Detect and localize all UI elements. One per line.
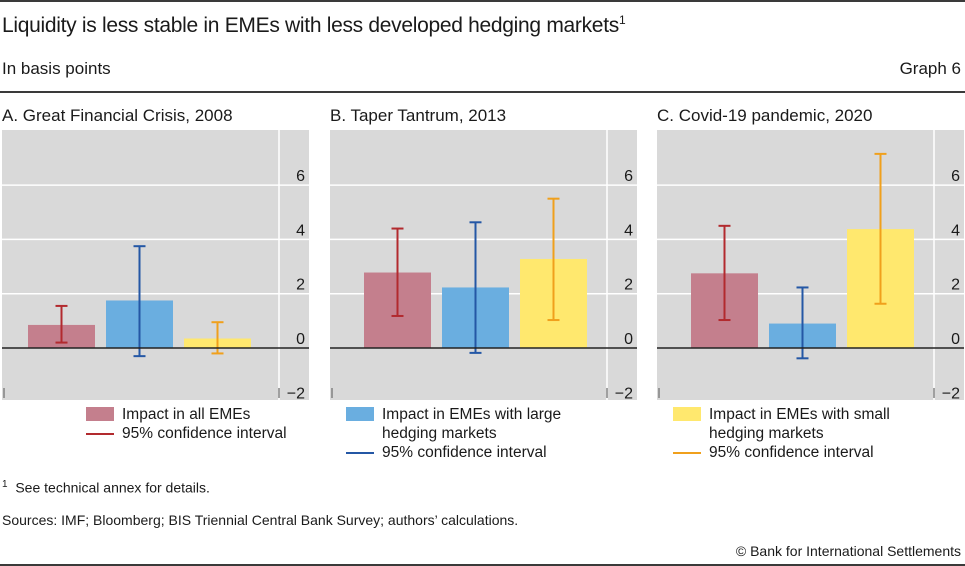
chart-title: Liquidity is less stable in EMEs with le… [2, 13, 626, 37]
legend-large-hedging: Impact in EMEs with large hedging market… [346, 405, 606, 462]
y-tick-label: 6 [951, 168, 960, 185]
swatch-icon [346, 407, 374, 421]
y-tick-label: 0 [624, 331, 633, 348]
y-tick-label: 0 [296, 331, 305, 348]
y-tick-label: 0 [951, 331, 960, 348]
panel-c-title: C. Covid-19 pandemic, 2020 [657, 106, 873, 125]
line-icon [86, 433, 114, 435]
legend-item-ci: 95% confidence interval [673, 443, 933, 462]
top-rule [0, 0, 965, 2]
y-tick-label: −2 [287, 385, 305, 402]
panel-b-chart: 6 4 2 0 −2 [330, 130, 637, 402]
y-tick-label: 2 [951, 277, 960, 294]
y-tick-label: 2 [624, 277, 633, 294]
panel-b-title: B. Taper Tantrum, 2013 [330, 106, 507, 125]
y-tick-label: −2 [942, 385, 960, 402]
legend-item-bar: Impact in EMEs with small hedging market… [673, 405, 933, 443]
swatch-icon [86, 407, 114, 421]
legend-small-hedging: Impact in EMEs with small hedging market… [673, 405, 933, 462]
legend-item-bar: Impact in EMEs with large hedging market… [346, 405, 606, 443]
y-tick-label: −2 [615, 385, 633, 402]
y-tick-label: 4 [624, 222, 633, 239]
panel-c-chart: 6 4 2 0 −2 [657, 130, 964, 402]
sources: Sources: IMF; Bloomberg; BIS Triennial C… [2, 512, 519, 528]
footnote: 1 See technical annex for details. [2, 479, 210, 496]
legend-item-ci: 95% confidence interval [346, 443, 606, 462]
y-tick-label: 2 [296, 277, 305, 294]
line-icon [673, 452, 701, 454]
legend-item-bar: Impact in all EMEs [86, 405, 287, 424]
chart-subtitle: In basis points [2, 59, 111, 78]
swatch-icon [673, 407, 701, 421]
plot-background [657, 130, 964, 400]
legend-item-ci: 95% confidence interval [86, 424, 287, 443]
y-tick-label: 6 [624, 168, 633, 185]
y-tick-label: 4 [951, 222, 960, 239]
y-tick-label: 4 [296, 222, 305, 239]
line-icon [346, 452, 374, 454]
legend-all-emes: Impact in all EMEs 95% confidence interv… [86, 405, 287, 443]
graph-number: Graph 6 [899, 59, 961, 78]
y-tick-label: 6 [296, 168, 305, 185]
header-rule [0, 91, 965, 93]
copyright: © Bank for International Settlements [735, 543, 961, 559]
plot-background [330, 130, 637, 400]
panel-a-chart: 6 4 2 0 −2 [2, 130, 309, 402]
plot-background [2, 130, 309, 400]
bottom-rule [0, 564, 965, 566]
panel-a-title: A. Great Financial Crisis, 2008 [2, 106, 233, 125]
